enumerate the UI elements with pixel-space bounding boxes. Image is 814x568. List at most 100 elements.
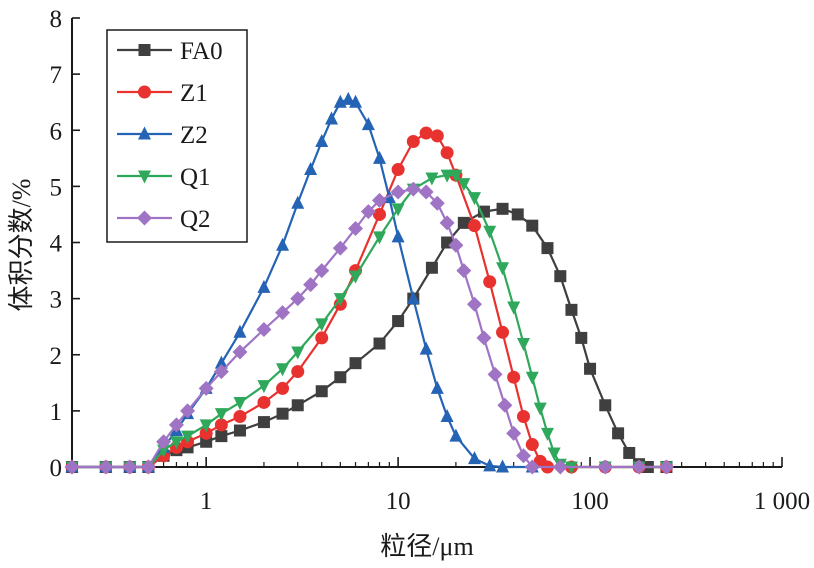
data-point-z1 [483, 275, 497, 289]
data-point-z2 [291, 195, 305, 209]
legend-label-z2: Z2 [180, 122, 208, 149]
data-point-q2 [180, 403, 196, 419]
y-tick-label: 7 [50, 62, 63, 89]
data-point-fa0 [612, 427, 625, 440]
y-tick-label: 6 [50, 118, 63, 145]
data-point-z1 [419, 126, 433, 140]
data-point-q2 [303, 277, 319, 293]
data-point-q1 [540, 427, 554, 441]
x-tick-label: 1 000 [754, 488, 810, 515]
data-point-q2 [360, 204, 376, 220]
data-point-z1 [391, 163, 405, 177]
data-point-z2 [257, 279, 271, 293]
data-point-q2 [168, 417, 184, 433]
y-tick-label: 8 [50, 6, 63, 33]
data-point-z1 [373, 207, 387, 221]
data-point-fa0 [425, 261, 438, 274]
data-point-q2 [275, 305, 291, 321]
data-point-q1 [233, 396, 247, 410]
y-tick-label: 5 [50, 174, 63, 201]
data-point-q2 [332, 240, 348, 256]
data-point-fa0 [575, 331, 588, 344]
legend-marker-q1 [138, 170, 151, 184]
data-point-q2 [448, 237, 464, 253]
data-point-q1 [496, 262, 510, 276]
data-point-fa0 [233, 424, 246, 437]
data-point-q2 [456, 263, 472, 279]
data-point-z1 [516, 409, 530, 423]
data-point-q1 [291, 346, 305, 360]
data-point-z1 [199, 426, 213, 440]
data-point-q1 [169, 436, 183, 450]
data-point-q1 [457, 178, 471, 192]
data-point-z2 [496, 459, 510, 473]
data-point-q2 [122, 459, 138, 475]
legend-marker-fa0 [138, 44, 151, 56]
data-point-q1 [199, 419, 213, 433]
data-point-z2 [419, 341, 433, 355]
data-point-z1 [467, 219, 481, 233]
data-point-z2 [325, 111, 339, 125]
data-point-fa0 [315, 385, 328, 398]
data-point-z2 [483, 458, 497, 472]
data-point-q2 [290, 291, 306, 307]
data-point-z2 [349, 94, 363, 108]
legend-marker-z1 [138, 85, 151, 99]
data-point-z2 [361, 117, 375, 131]
data-point-q2 [418, 184, 434, 200]
data-point-z1 [214, 418, 228, 432]
data-point-z1 [276, 381, 290, 395]
data-point-z2 [315, 133, 329, 147]
data-point-q2 [552, 459, 568, 475]
data-point-z2 [341, 91, 355, 105]
x-tick-label: 10 [386, 488, 411, 515]
data-point-q2 [524, 459, 540, 475]
data-point-q2 [405, 181, 421, 197]
data-point-q1 [425, 172, 439, 186]
data-point-q1 [525, 371, 539, 385]
data-point-q1 [257, 380, 271, 394]
data-point-fa0 [477, 205, 490, 218]
data-point-q2 [213, 364, 229, 380]
data-point-fa0 [215, 430, 228, 443]
data-point-q2 [140, 459, 156, 475]
data-point-q2 [64, 459, 80, 475]
data-point-z2 [214, 355, 228, 369]
data-point-q2 [314, 263, 330, 279]
data-point-z1 [430, 129, 444, 143]
data-point-z2 [467, 451, 481, 465]
legend-label-q2: Q2 [180, 206, 211, 233]
data-point-q1 [449, 169, 463, 183]
data-point-q1 [507, 301, 521, 315]
data-point-z1 [440, 146, 454, 160]
data-point-q2 [156, 434, 172, 450]
axes-layer: 0 1 2 3 4 5 6 7 8 1 10 100 1 000 [50, 6, 811, 515]
y-tick-label: 0 [50, 455, 63, 482]
legend-box [106, 29, 248, 243]
data-point-q1 [181, 430, 195, 444]
data-point-z1 [291, 365, 305, 379]
legend-label-z1: Z1 [180, 80, 208, 107]
data-point-fa0 [349, 357, 362, 370]
data-point-fa0 [392, 315, 405, 328]
legend-marker-z2 [138, 126, 151, 140]
data-point-fa0 [565, 303, 578, 316]
data-point-fa0 [623, 446, 636, 459]
data-point-z1 [525, 438, 539, 452]
data-point-fa0 [584, 362, 597, 375]
series-layer [64, 91, 674, 475]
data-point-q2 [429, 195, 445, 211]
data-point-q1 [333, 293, 347, 307]
legend-marker-q2 [137, 210, 152, 226]
data-point-z2 [276, 237, 290, 251]
data-point-q2 [256, 321, 272, 337]
data-point-z1 [257, 395, 271, 409]
y-tick-label: 4 [50, 231, 63, 258]
data-point-q2 [390, 184, 406, 200]
data-point-z2 [233, 324, 247, 338]
data-point-z1 [233, 409, 247, 423]
legend-label-q1: Q1 [180, 164, 211, 191]
data-point-q1 [483, 225, 497, 239]
data-point-fa0 [457, 216, 470, 229]
data-point-q2 [348, 220, 364, 236]
